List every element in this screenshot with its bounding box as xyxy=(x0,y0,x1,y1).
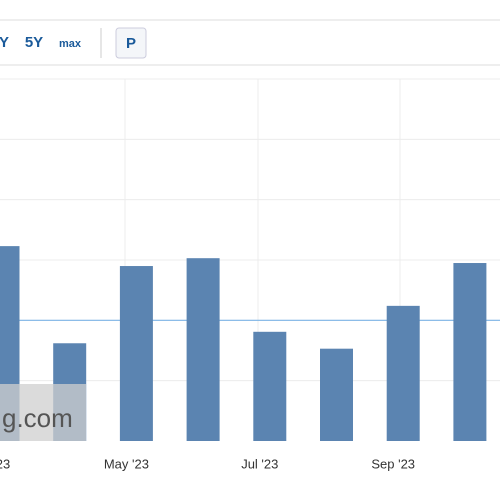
range-button[interactable]: Y xyxy=(0,34,9,51)
toggle-label[interactable]: P xyxy=(126,35,136,52)
watermark-bg xyxy=(0,384,86,441)
toggle-button[interactable] xyxy=(115,27,147,59)
range-button[interactable]: max xyxy=(59,38,82,50)
watermark: g.com xyxy=(2,403,73,433)
range-button[interactable]: 5Y xyxy=(25,34,43,51)
x-tick-label: Sep '23 xyxy=(371,456,415,471)
bar xyxy=(453,263,487,441)
bar xyxy=(253,331,287,441)
bar xyxy=(186,258,220,441)
x-tick-label: Jul '23 xyxy=(241,456,278,471)
x-tick-label: 23 xyxy=(0,456,10,471)
bar xyxy=(320,348,353,441)
bar xyxy=(119,266,153,441)
plot: 23 May '23 Jul '23 Sep '23 xyxy=(0,78,500,471)
bar xyxy=(386,305,420,441)
x-tick-label: May '23 xyxy=(104,456,149,471)
